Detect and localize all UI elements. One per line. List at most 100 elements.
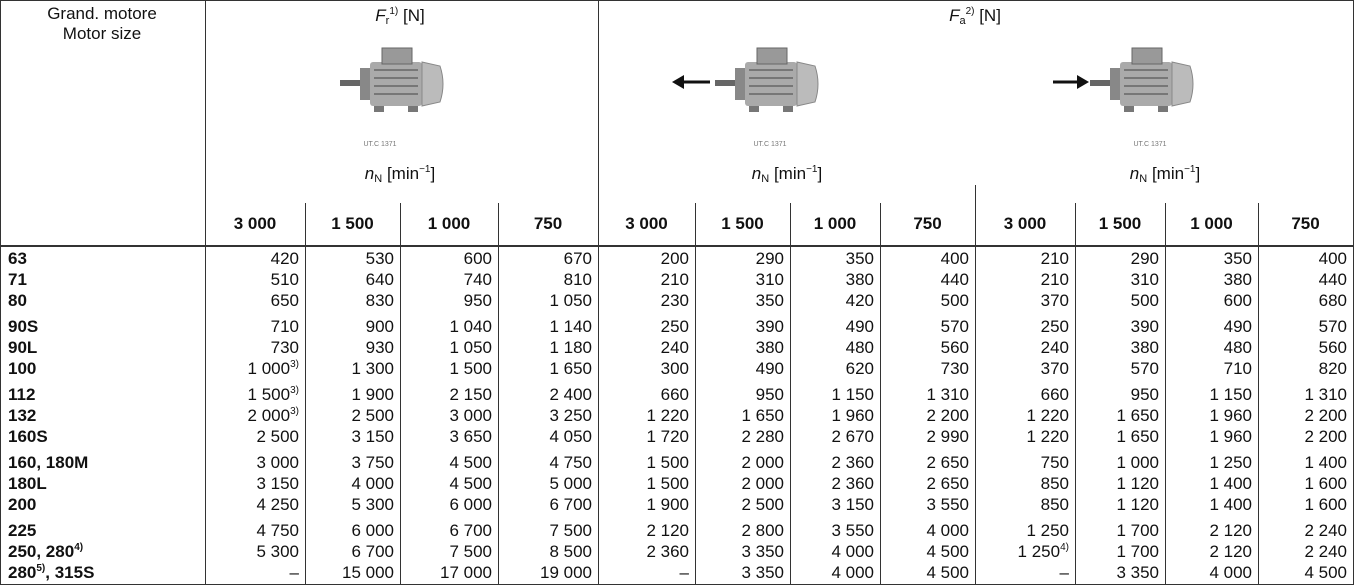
cell-value: 1 500 bbox=[646, 474, 689, 493]
cell-value: 650 bbox=[270, 291, 299, 310]
cell-value: 1 220 bbox=[1026, 427, 1069, 446]
motor-icon bbox=[1053, 47, 1194, 113]
cell-value: 6 700 bbox=[351, 542, 394, 561]
row-label: 90L bbox=[8, 338, 38, 357]
cell-value: 380 bbox=[845, 270, 874, 289]
cell-value: 900 bbox=[365, 317, 394, 336]
cell-value: 1 720 bbox=[646, 427, 689, 446]
cell-value: 4 000 bbox=[351, 474, 394, 493]
speed-header: nN [min−1] bbox=[250, 164, 550, 185]
cell-value: 1 900 bbox=[351, 385, 394, 404]
cell-value: 6 700 bbox=[449, 521, 492, 540]
row-label: 63 bbox=[8, 249, 27, 268]
cell-value: 420 bbox=[845, 291, 874, 310]
cell-value: 420 bbox=[270, 249, 299, 268]
cell-value: 4 750 bbox=[256, 521, 299, 540]
row-label: 132 bbox=[8, 406, 37, 425]
cell-value: 7 500 bbox=[449, 542, 492, 561]
cell-value: 2 500 bbox=[741, 495, 784, 514]
cell-value: 1 500 bbox=[449, 359, 492, 378]
cell-value: 4 500 bbox=[926, 542, 969, 561]
text-part: F bbox=[375, 6, 386, 25]
text-part: [N] bbox=[974, 6, 1001, 25]
cell-value: 4 750 bbox=[549, 453, 592, 472]
cell-value: 950 bbox=[463, 291, 492, 310]
cell-value: 930 bbox=[365, 338, 394, 357]
cell-value: 350 bbox=[755, 291, 784, 310]
cell-value: 600 bbox=[1223, 291, 1252, 310]
cell-value: 390 bbox=[755, 317, 784, 336]
cell-value: 680 bbox=[1318, 291, 1347, 310]
cell-value: 1 220 bbox=[646, 406, 689, 425]
cell-value: 6 700 bbox=[549, 495, 592, 514]
cell-value: 1 700 bbox=[1116, 521, 1159, 540]
cell-value: 390 bbox=[1130, 317, 1159, 336]
text-part: −1 bbox=[419, 164, 431, 175]
cell-value: 1 140 bbox=[549, 317, 592, 336]
text-part: [min bbox=[1147, 164, 1185, 183]
cell-value: 1 650 bbox=[1116, 406, 1159, 425]
row-label: 200 bbox=[8, 495, 37, 514]
cell-value: 290 bbox=[1130, 249, 1159, 268]
cell-value: 310 bbox=[755, 270, 784, 289]
speed-header: nN [min−1] bbox=[1015, 164, 1315, 185]
cell-value: 1 600 bbox=[1304, 474, 1347, 493]
cell-value: 3 000 bbox=[449, 406, 492, 425]
cell-value: – bbox=[289, 563, 299, 582]
cell-value: 210 bbox=[1040, 270, 1069, 289]
cell-value: 1 960 bbox=[1209, 427, 1252, 446]
speed-value: 1 000 bbox=[1190, 214, 1233, 233]
text-part: N bbox=[1139, 173, 1148, 185]
cell-value: 1 900 bbox=[646, 495, 689, 514]
vertical-rule bbox=[975, 185, 976, 585]
image-caption: UT.C 1371 bbox=[1133, 141, 1167, 148]
cell-value: 660 bbox=[1040, 385, 1069, 404]
cell-value: 1 040 bbox=[449, 317, 492, 336]
cell-value: 560 bbox=[1318, 338, 1347, 357]
text-part: [N] bbox=[398, 6, 425, 25]
text-part: 1) bbox=[389, 6, 399, 17]
cell-value: 4 000 bbox=[1209, 563, 1252, 582]
text-part: [min bbox=[382, 164, 420, 183]
cell-value: 15 000 bbox=[342, 563, 394, 582]
cell-value: 1 0003) bbox=[99, 359, 299, 379]
vertical-rule bbox=[205, 0, 206, 585]
cell-value: 2 120 bbox=[1209, 521, 1252, 540]
cell-value: 4 500 bbox=[926, 563, 969, 582]
cell-value: 2 360 bbox=[831, 474, 874, 493]
cell-value: 1 960 bbox=[831, 406, 874, 425]
cell-value: 1 650 bbox=[549, 359, 592, 378]
cell-value: 2 240 bbox=[1304, 521, 1347, 540]
horizontal-rule bbox=[0, 245, 1354, 247]
cell-value: 2 150 bbox=[449, 385, 492, 404]
row-label: 225 bbox=[8, 521, 37, 540]
cell-value: 3 750 bbox=[351, 453, 394, 472]
text-part: [min bbox=[769, 164, 807, 183]
cell-value: 1 400 bbox=[1209, 474, 1252, 493]
cell-value: 570 bbox=[1130, 359, 1159, 378]
vertical-rule bbox=[0, 0, 1, 585]
cell-value: 350 bbox=[1223, 249, 1252, 268]
cell-value: 6 000 bbox=[449, 495, 492, 514]
cell-value: 440 bbox=[940, 270, 969, 289]
row-label: 100 bbox=[8, 359, 37, 378]
cell-value: 2 500 bbox=[351, 406, 394, 425]
cell-value: 570 bbox=[1318, 317, 1347, 336]
cell-value: 2 120 bbox=[646, 521, 689, 540]
cell-value: 1 2504) bbox=[869, 542, 1069, 562]
cell-value: 370 bbox=[1040, 291, 1069, 310]
cell-value: 250 bbox=[660, 317, 689, 336]
cell-value: 480 bbox=[1223, 338, 1252, 357]
row-label: 160S bbox=[8, 427, 48, 446]
cell-value: 4 000 bbox=[926, 521, 969, 540]
cell-value: 4 000 bbox=[831, 563, 874, 582]
cell-value: 3 550 bbox=[831, 521, 874, 540]
cell-value: 3 550 bbox=[926, 495, 969, 514]
row-label: 160, 180M bbox=[8, 453, 89, 472]
text-part: 3) bbox=[290, 406, 299, 417]
cell-value: 500 bbox=[940, 291, 969, 310]
text-part: a bbox=[959, 15, 966, 27]
cell-value: 250 bbox=[1040, 317, 1069, 336]
cell-value: 1 120 bbox=[1116, 495, 1159, 514]
